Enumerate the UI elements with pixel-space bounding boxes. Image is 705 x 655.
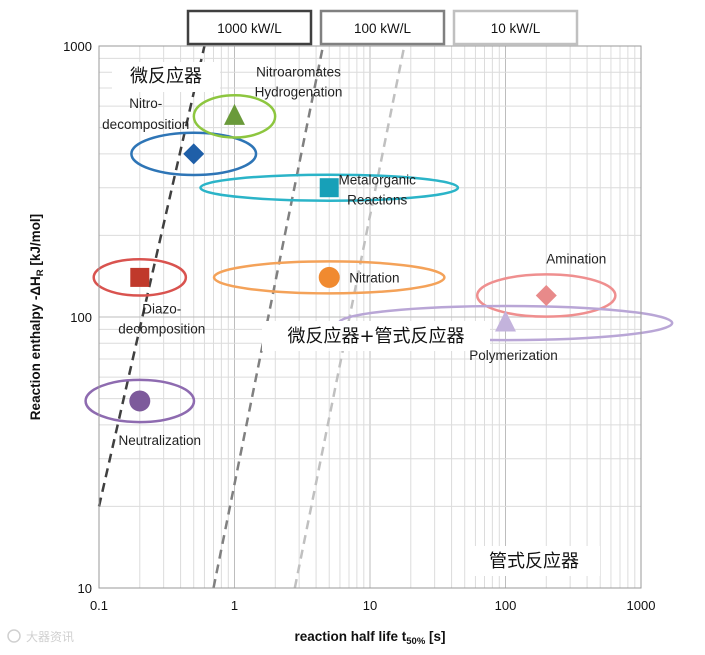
data-label-nitroaromates-hydrogenation: Nitroaromates (256, 64, 341, 79)
power-line-2 (212, 45, 325, 589)
grid (98, 46, 641, 589)
data-label-metalorganic-reactions: Metalorganic (339, 173, 417, 188)
region-label-bg (112, 62, 220, 92)
legend-label-3: 10 kW/L (491, 21, 541, 36)
x-tick-label: 1 (231, 598, 238, 613)
region-label-tubular-reactor: 管式反应器 (489, 551, 579, 572)
ring-diazo-decomposition (92, 257, 188, 297)
ring-metalorganic-reactions (199, 173, 460, 202)
legend-box-1 (186, 9, 313, 46)
power-line-1 (97, 45, 206, 507)
ring-neutralization (84, 378, 196, 424)
data-label-amination: Amination (546, 252, 606, 267)
region-label-bg (468, 546, 600, 576)
marker-diazo-decomposition (130, 267, 150, 287)
marker-neutralization (129, 390, 151, 412)
watermark-logo-icon (7, 629, 21, 643)
x-tick-label: 100 (495, 598, 517, 613)
legend-label-2: 100 kW/L (354, 21, 412, 36)
region-label-micro-reactor: 微反应器 (130, 66, 202, 87)
x-tick-label: 10 (363, 598, 377, 613)
y-axis-label: Reaction enthalpy -ΔHR [kJ/mol] (28, 214, 46, 420)
y-tick-label: 1000 (63, 39, 92, 54)
data-label-neutralization: Neutralization (119, 433, 202, 448)
y-tick-label: 100 (70, 310, 92, 325)
ring-nitroaromates-hydrogenation (192, 93, 277, 139)
legend-label-1: 1000 kW/L (217, 21, 282, 36)
marker-nitration (318, 266, 340, 288)
x-tick-label: 0.1 (90, 598, 108, 613)
legend: 1000 kW/L 100 kW/L 10 kW/L (186, 9, 579, 46)
legend-box-3 (452, 9, 579, 46)
region-label-micro-plus-tubular-reactor: 微反应器+管式反应器 (287, 326, 464, 347)
data-label-nitration: Nitration (349, 270, 399, 285)
ring-amination (475, 273, 617, 318)
data-label-nitro-decomposition: decomposition (102, 117, 189, 132)
marker-nitroaromates-hydrogenation (224, 103, 245, 125)
data-label-diazo-decomposition: Diazo- (142, 301, 181, 316)
marker-nitro-decomposition (183, 143, 205, 165)
data-markers (129, 103, 557, 412)
data-label-diazo-decomposition: decomposition (118, 321, 205, 336)
data-labels: Nitro-decomposition Nitroaromates Hydrogen… (102, 64, 606, 448)
ring-nitration (212, 260, 446, 295)
plot-frame (98, 45, 642, 589)
watermark: 大器资讯 (7, 629, 74, 644)
axis-labels: reaction half life t50% [s] Reaction enth… (28, 214, 446, 647)
marker-amination (535, 285, 557, 307)
watermark-text: 大器资讯 (26, 630, 74, 644)
legend-box-2 (319, 9, 446, 46)
marker-polymerization (495, 310, 516, 332)
data-label-metalorganic-reactions: Reactions (347, 193, 407, 208)
marker-metalorganic-reactions (319, 178, 339, 198)
data-label-polymerization: Polymerization (469, 348, 558, 363)
region-label-bg (262, 321, 490, 351)
data-label-nitroaromates-hydrogenation: Hydrogenation (255, 84, 343, 99)
x-tick-label: 1000 (627, 598, 656, 613)
ring-nitro-decomposition (130, 131, 258, 177)
tick-labels: 0.1 1 10 100 1000 10 100 1000 (63, 39, 655, 613)
x-axis-label: reaction half life t50% [s] (294, 629, 445, 647)
y-tick-label: 10 (78, 581, 92, 596)
data-label-nitro-decomposition: Nitro- (129, 96, 162, 111)
